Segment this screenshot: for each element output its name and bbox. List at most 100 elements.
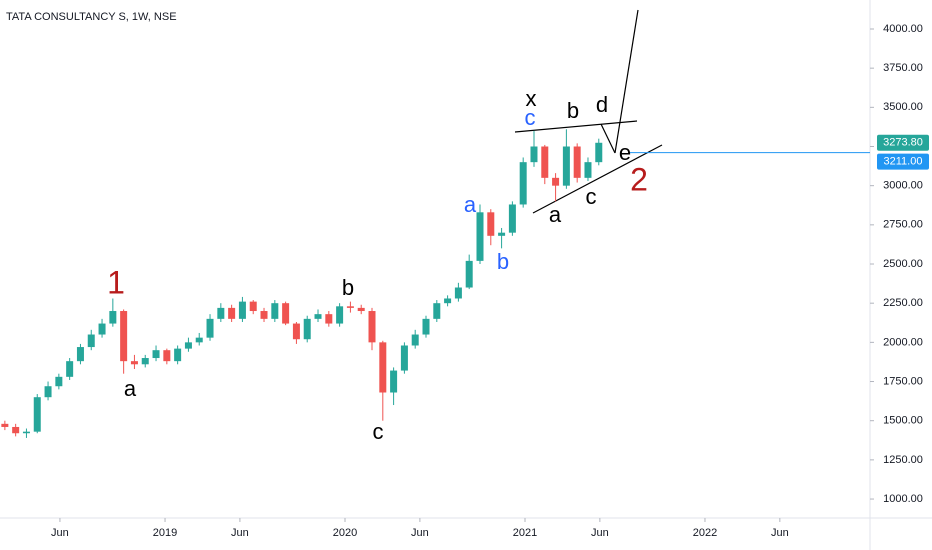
candle-body bbox=[206, 318, 214, 338]
candle-body bbox=[76, 347, 84, 362]
candle-body bbox=[141, 358, 149, 365]
candle-body bbox=[400, 345, 408, 371]
candle-body bbox=[444, 298, 452, 304]
candle-body bbox=[260, 311, 268, 319]
candle-body bbox=[541, 146, 549, 178]
x-tick-label: 2021 bbox=[513, 527, 537, 539]
candle-body bbox=[217, 307, 225, 319]
candle-body bbox=[476, 212, 484, 261]
x-tick-label: Jun bbox=[771, 527, 789, 539]
candle-body bbox=[498, 232, 506, 236]
x-tick-label: 2022 bbox=[693, 527, 717, 539]
y-tick-label: 1000.00 bbox=[883, 493, 923, 505]
candle-body bbox=[130, 361, 138, 365]
candle-body bbox=[109, 311, 117, 324]
y-tick-label: 1750.00 bbox=[883, 375, 923, 387]
x-tick-label: Jun bbox=[51, 527, 69, 539]
candle-body bbox=[314, 314, 322, 319]
candle-body bbox=[325, 314, 333, 324]
trend-lines bbox=[514, 9, 663, 214]
candle-body bbox=[573, 146, 581, 178]
wave-label: b bbox=[497, 249, 509, 274]
x-tick-label: 2019 bbox=[153, 527, 177, 539]
wave-label: a bbox=[124, 376, 137, 401]
candle-body bbox=[422, 318, 430, 335]
y-tick-label: 2500.00 bbox=[883, 258, 923, 270]
candle-body bbox=[195, 337, 203, 343]
x-tick-label: Jun bbox=[411, 527, 429, 539]
wave-label: a bbox=[464, 192, 477, 217]
candle-body bbox=[87, 334, 95, 348]
y-tick-label: 1500.00 bbox=[883, 415, 923, 427]
x-tick-label: 2020 bbox=[333, 527, 357, 539]
wave-label: c bbox=[586, 184, 597, 209]
candle-body bbox=[487, 212, 495, 236]
candle-body bbox=[465, 260, 473, 288]
candle-body bbox=[249, 301, 257, 312]
candle-body bbox=[55, 376, 63, 387]
candle-body bbox=[120, 311, 128, 362]
candle-body bbox=[66, 361, 74, 377]
candle-body bbox=[303, 318, 311, 340]
candle-body bbox=[271, 303, 279, 319]
price-tag bbox=[877, 134, 929, 151]
wave-label: b bbox=[567, 98, 579, 123]
candle-body bbox=[454, 287, 462, 299]
y-tick-label: 2000.00 bbox=[883, 336, 923, 348]
candle-body bbox=[292, 323, 300, 340]
y-tick-label: 2250.00 bbox=[883, 297, 923, 309]
candle-body bbox=[530, 146, 538, 163]
candle-body bbox=[562, 146, 570, 186]
candle-body bbox=[44, 386, 52, 398]
candle-body bbox=[282, 303, 290, 324]
candle-body bbox=[152, 350, 160, 359]
candle-body bbox=[357, 307, 365, 312]
wave-label: d bbox=[596, 92, 608, 117]
wave-label: a bbox=[549, 202, 562, 227]
y-tick-label: 3000.00 bbox=[883, 180, 923, 192]
candle-body bbox=[519, 162, 527, 205]
price-tag bbox=[877, 153, 929, 170]
candle-body bbox=[552, 177, 560, 186]
candle-body bbox=[595, 142, 603, 163]
candle-body bbox=[174, 348, 182, 362]
y-tick-label: 3750.00 bbox=[883, 62, 923, 74]
x-tick-label: Jun bbox=[231, 527, 249, 539]
candle-body bbox=[433, 303, 441, 319]
wave-label: x bbox=[526, 86, 537, 111]
candle-body bbox=[336, 306, 344, 324]
chart-title: TATA CONSULTANCY S, 1W, NSE bbox=[6, 11, 177, 23]
wave-label: e bbox=[619, 140, 631, 165]
trend-line bbox=[614, 9, 639, 154]
trend-line bbox=[532, 144, 663, 214]
x-tick-label: Jun bbox=[591, 527, 609, 539]
y-tick-label: 1250.00 bbox=[883, 454, 923, 466]
wave-label: 2 bbox=[630, 161, 648, 197]
candle-body bbox=[346, 306, 354, 308]
trend-line bbox=[600, 123, 616, 154]
y-tick-label: 3500.00 bbox=[883, 101, 923, 113]
wave-label: c bbox=[373, 419, 384, 444]
candle-body bbox=[379, 342, 387, 393]
candle-body bbox=[584, 162, 592, 178]
wave-label: c bbox=[525, 105, 536, 130]
candle-body bbox=[98, 323, 106, 335]
candle-body bbox=[33, 397, 41, 432]
candle-body bbox=[184, 342, 192, 349]
candle-body bbox=[390, 370, 398, 393]
candle-body bbox=[163, 350, 171, 362]
price-tag-label: 3273.80 bbox=[883, 137, 923, 149]
candle-body bbox=[411, 334, 419, 346]
candle-body bbox=[12, 426, 20, 434]
candle-body bbox=[508, 204, 516, 233]
candle-body bbox=[22, 431, 30, 434]
candle-body bbox=[238, 301, 246, 319]
candle-body bbox=[1, 423, 9, 427]
candle-body bbox=[228, 307, 236, 319]
y-tick-label: 2750.00 bbox=[883, 219, 923, 231]
wave-label: b bbox=[342, 275, 354, 300]
trend-line bbox=[514, 120, 638, 133]
candle-body bbox=[368, 311, 376, 343]
price-tag-label: 3211.00 bbox=[884, 156, 923, 168]
